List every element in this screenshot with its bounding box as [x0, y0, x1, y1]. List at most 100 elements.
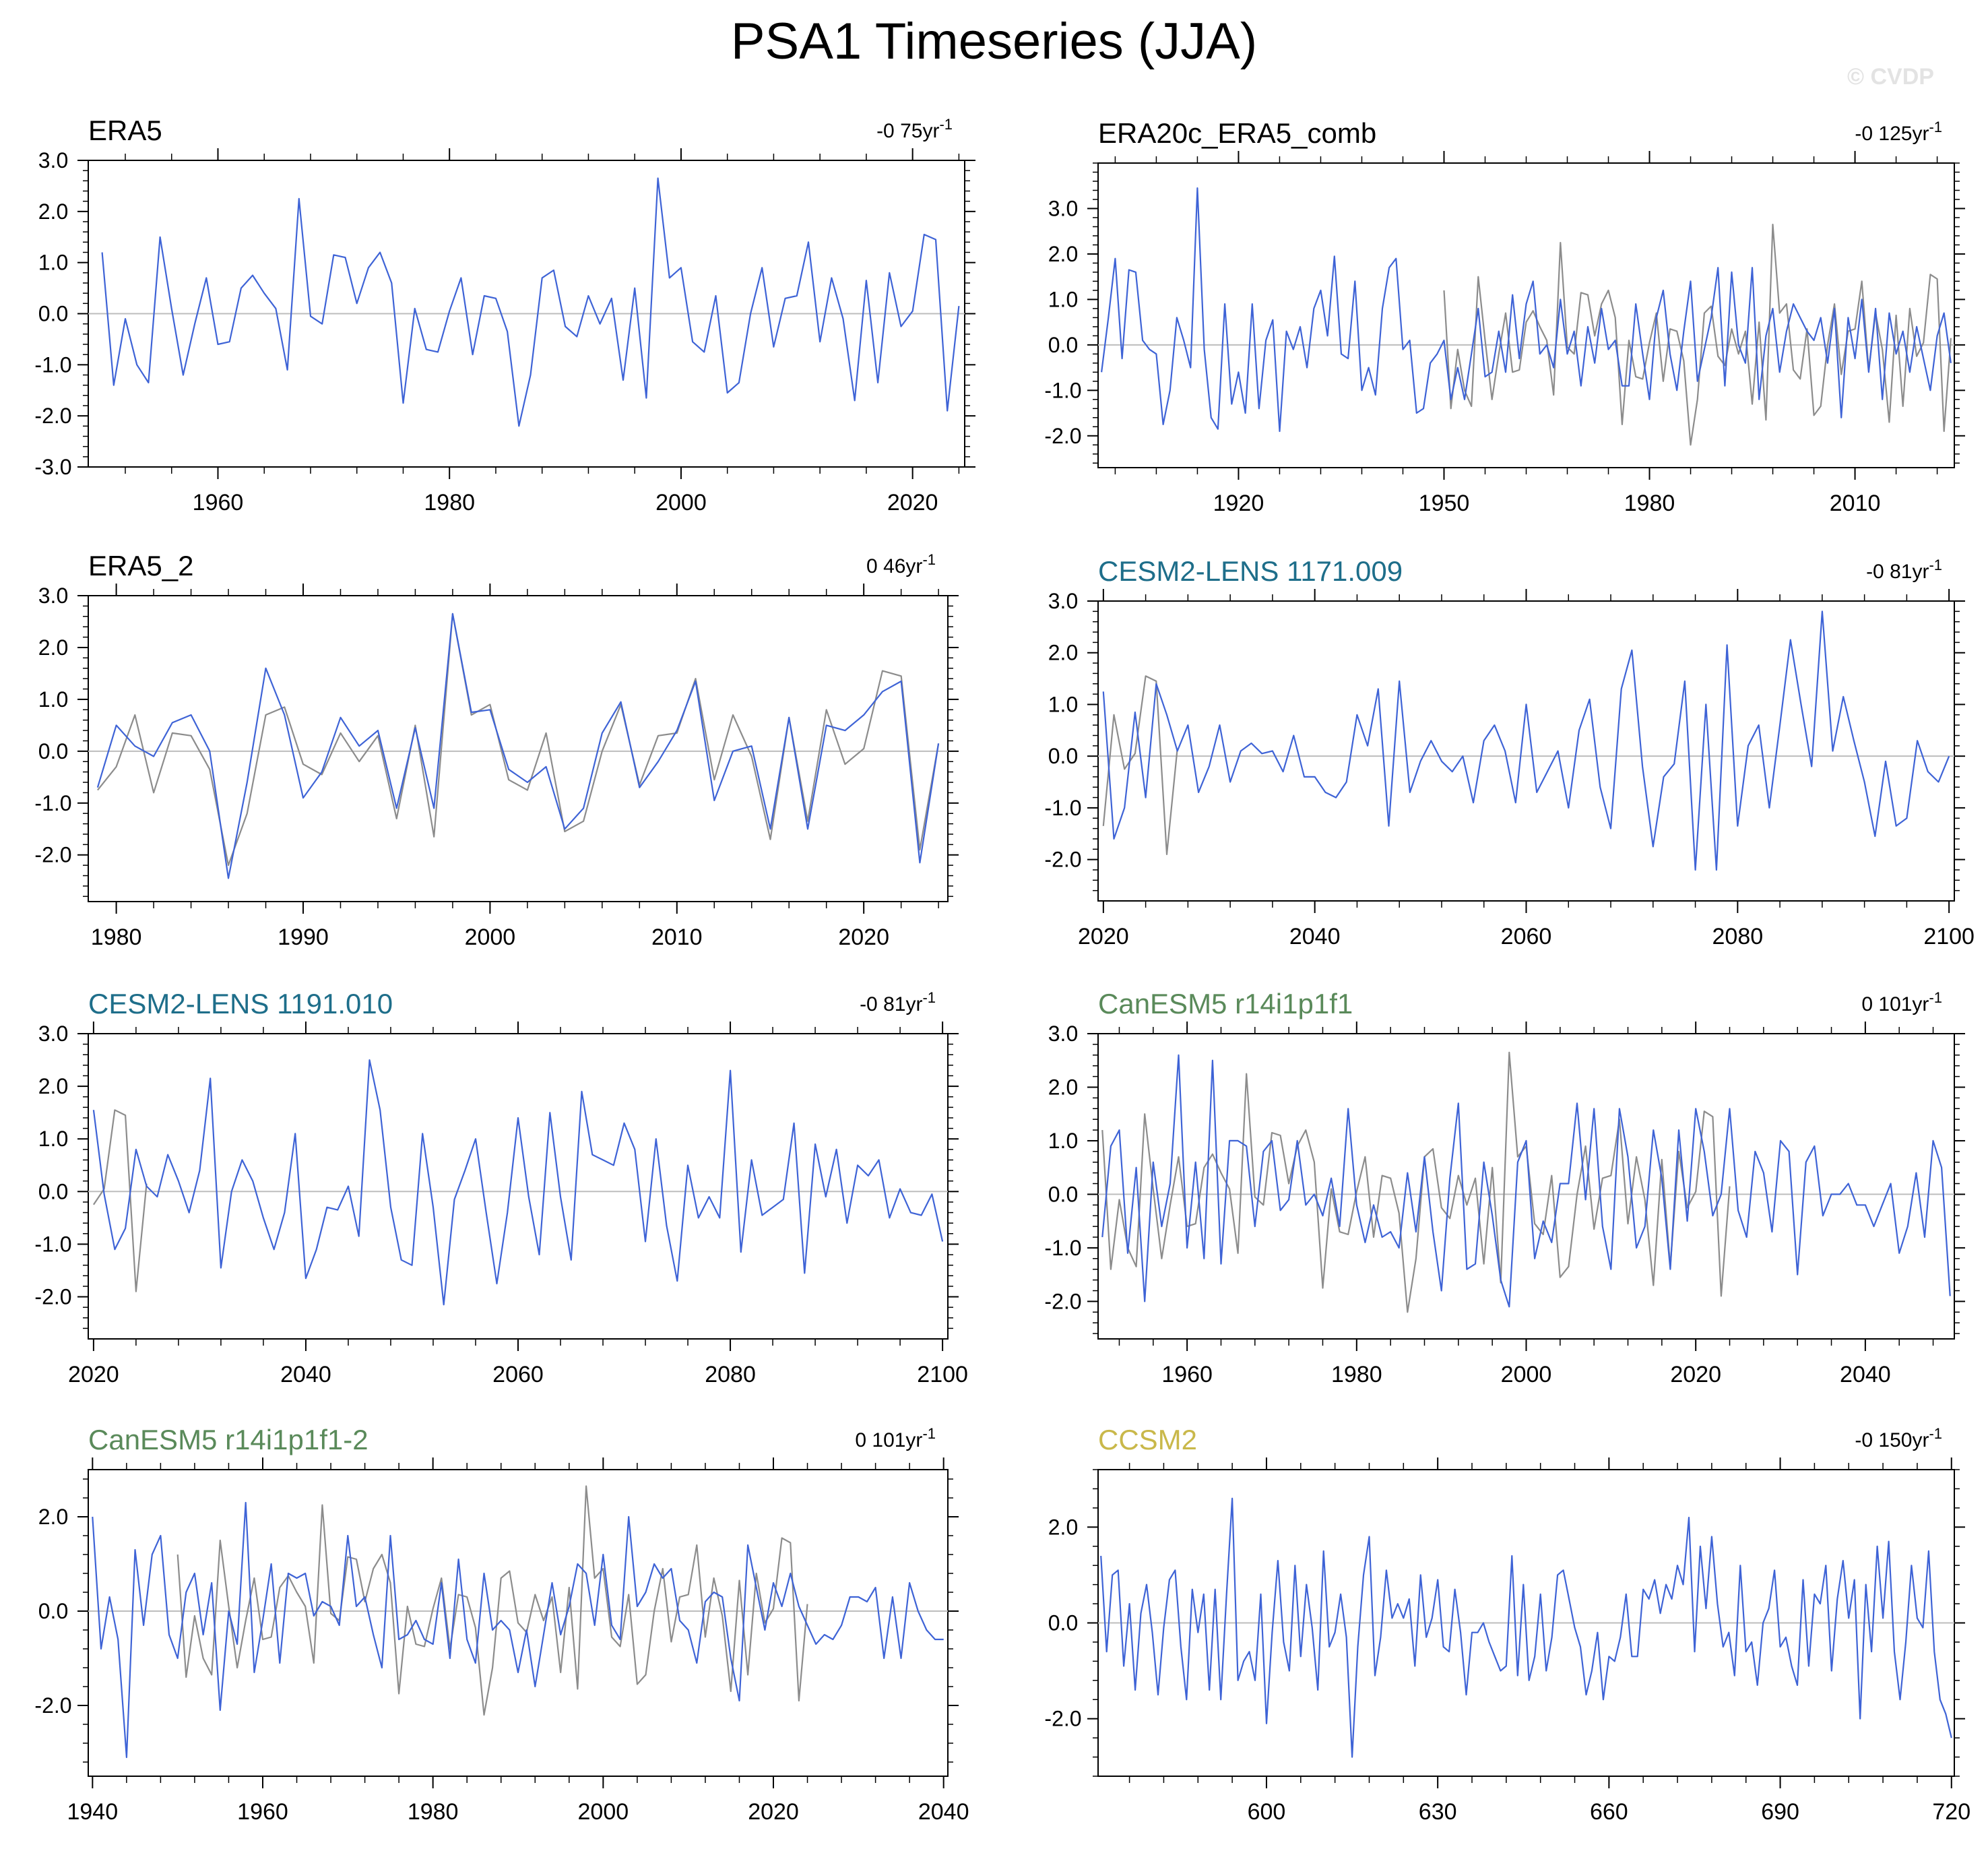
- x-tick-label: 2060: [492, 1362, 544, 1387]
- panel-8: 2.0 0.0 -2.0 600 630 660 690 720 CCSM2 -0 150yr-1: [1044, 1424, 1970, 1825]
- panel-4: 3.0 2.0 1.0 0.0 -1.0 -2.0 2020 2040 2060 2080 2100…: [1044, 555, 1975, 949]
- primary-series-line: [1102, 610, 1950, 871]
- y-tick-label: 3.0: [38, 584, 68, 608]
- panel-5: 3.0 2.0 1.0 0.0 -1.0 -2.0 2020 2040 2060 2080 2100…: [34, 988, 968, 1387]
- y-tick-label: 2.0: [1048, 242, 1078, 266]
- x-tick-label: 1950: [1419, 491, 1470, 516]
- y-tick-label: 3.0: [1048, 1022, 1078, 1046]
- x-tick-label: 2100: [1923, 924, 1975, 949]
- y-tick-label: -1.0: [1044, 378, 1081, 402]
- y-tick-label: 2.0: [38, 1505, 68, 1529]
- y-tick-label: 1.0: [38, 251, 68, 275]
- trend-label: 0 46yr-1: [866, 551, 936, 577]
- y-tick-label: 1.0: [1048, 692, 1078, 716]
- primary-series-line: [101, 177, 960, 427]
- y-tick-label: -1.0: [34, 791, 71, 815]
- y-tick-label: -2.0: [34, 1285, 71, 1309]
- y-tick-label: 2.0: [1048, 1515, 1078, 1539]
- y-tick-label: -2.0: [34, 843, 71, 867]
- x-tick-label: 2000: [655, 490, 707, 515]
- x-tick-label: 2060: [1501, 924, 1552, 949]
- trend-label: -0 75yr-1: [876, 116, 953, 142]
- y-tick-label: 0.0: [1048, 1611, 1078, 1635]
- y-tick-label: 0.0: [38, 739, 68, 763]
- trend-label: -0 81yr-1: [1866, 557, 1942, 583]
- x-tick-label: 2000: [465, 924, 516, 950]
- x-tick-label: 690: [1761, 1799, 1799, 1825]
- y-tick-label: -2.0: [34, 404, 71, 428]
- primary-series-line: [96, 613, 940, 879]
- x-tick-label: 660: [1590, 1799, 1628, 1825]
- y-tick-label: -1.0: [34, 1232, 71, 1256]
- panel-3: 3.0 2.0 1.0 0.0 -1.0 -2.0 1980 1990 2000 2010 2020…: [34, 550, 959, 950]
- cvdp-watermark: © CVDP: [1847, 64, 1934, 90]
- primary-series-line: [92, 1501, 944, 1759]
- y-tick-label: 2.0: [38, 635, 68, 660]
- x-tick-label: 600: [1248, 1799, 1286, 1825]
- trend-label: 0 101yr-1: [855, 1425, 936, 1451]
- trend-label: -0 81yr-1: [860, 989, 936, 1015]
- reference-series-line: [1101, 1051, 1731, 1313]
- panel-7: 2.0 0.0 -2.0 1940 1960 1980 2000 2020 2040 CanESM…: [34, 1424, 969, 1825]
- trend-label: 0 101yr-1: [1861, 989, 1942, 1015]
- panel-title: CCSM2: [1098, 1424, 1197, 1455]
- reference-series-line: [97, 613, 940, 867]
- x-tick-label: 720: [1932, 1799, 1970, 1825]
- plot-frame: [88, 595, 949, 902]
- reference-series-line: [1443, 224, 1952, 446]
- panel-title: CanESM5 r14i1p1f1-2: [88, 1424, 368, 1455]
- y-tick-label: 2.0: [38, 199, 68, 224]
- panel-6: 3.0 2.0 1.0 0.0 -1.0 -2.0 1960 1980 2000 2020 2040…: [1044, 988, 1965, 1387]
- y-tick-label: 0.0: [38, 1179, 68, 1203]
- x-tick-label: 1960: [1161, 1362, 1213, 1387]
- primary-series-line: [1101, 187, 1952, 433]
- page-title: PSA1 Timeseries (JJA): [730, 13, 1258, 70]
- y-tick-label: 2.0: [1048, 1075, 1078, 1099]
- x-tick-label: 2040: [918, 1799, 969, 1825]
- y-tick-label: -1.0: [1044, 1236, 1081, 1260]
- y-tick-label: 1.0: [1048, 287, 1078, 311]
- panel-1: 3.0 2.0 1.0 0.0 -1.0 -2.0 -3.0 1960 1980 2000 2020…: [34, 115, 975, 515]
- reference-series-line: [92, 1109, 148, 1292]
- primary-series-line: [92, 1059, 944, 1306]
- y-tick-label: 3.0: [1048, 196, 1078, 220]
- x-tick-label: 1990: [278, 924, 329, 950]
- reference-series-line: [1102, 675, 1178, 856]
- y-tick-label: 0.0: [1048, 333, 1078, 357]
- x-tick-label: 1920: [1213, 491, 1264, 516]
- x-tick-label: 2040: [1289, 924, 1341, 949]
- panel-2: 3.0 2.0 1.0 0.0 -1.0 -2.0 1920 1950 1980 2010 ERA2…: [1044, 117, 1965, 516]
- primary-series-line: [1100, 1497, 1952, 1758]
- x-tick-label: 1980: [1624, 491, 1675, 516]
- x-tick-label: 2020: [838, 924, 889, 950]
- y-tick-label: 2.0: [1048, 641, 1078, 665]
- y-tick-label: -3.0: [34, 455, 71, 479]
- panel-title: ERA5: [88, 115, 162, 146]
- y-tick-label: -1.0: [1044, 796, 1081, 820]
- x-tick-label: 2100: [917, 1362, 968, 1387]
- y-tick-label: 2.0: [38, 1074, 68, 1098]
- x-tick-label: 2020: [887, 490, 938, 515]
- x-tick-label: 2020: [1078, 924, 1129, 949]
- x-tick-label: 2020: [1670, 1362, 1721, 1387]
- plot-frame: [1097, 600, 1955, 902]
- y-tick-label: -2.0: [1044, 1707, 1081, 1731]
- x-tick-label: 1980: [408, 1799, 459, 1825]
- y-tick-label: 0.0: [38, 1599, 68, 1623]
- x-tick-label: 1980: [91, 924, 142, 950]
- y-tick-label: 3.0: [38, 1022, 68, 1046]
- panel-title: CanESM5 r14i1p1f1: [1098, 988, 1353, 1019]
- x-tick-label: 2000: [1501, 1362, 1552, 1387]
- y-tick-label: -2.0: [1044, 1289, 1081, 1313]
- y-tick-label: -1.0: [34, 352, 71, 377]
- y-tick-label: 0.0: [1048, 744, 1078, 768]
- y-tick-label: 0.0: [1048, 1182, 1078, 1206]
- x-tick-label: 2000: [578, 1799, 629, 1825]
- x-tick-label: 2040: [280, 1362, 331, 1387]
- y-tick-label: -2.0: [34, 1693, 71, 1718]
- trend-label: -0 125yr-1: [1855, 119, 1942, 145]
- x-tick-label: 2010: [651, 924, 703, 950]
- plot-frame: [88, 1469, 949, 1777]
- primary-series-line: [1101, 1054, 1951, 1308]
